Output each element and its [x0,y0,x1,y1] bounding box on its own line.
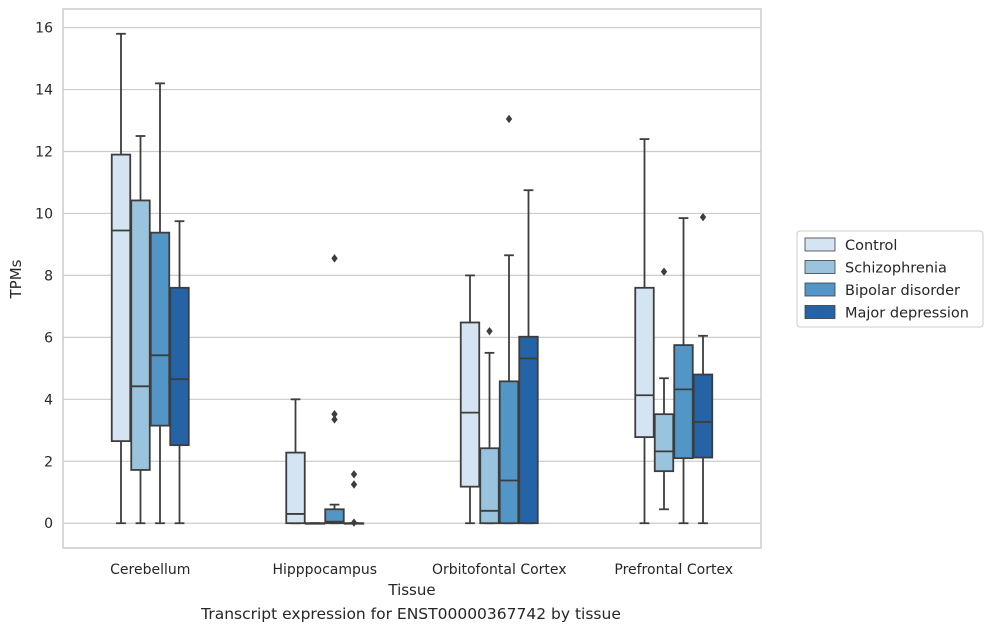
legend-label: Control [845,238,897,254]
box-group [479,326,500,525]
legend-swatch [804,260,836,274]
box-group [634,138,655,525]
box [130,199,151,471]
outlier-point [486,326,493,336]
box [634,286,655,439]
outlier-point [331,415,338,424]
y-tick-labels: 0 2 4 6 8 10 12 14 16 [35,21,53,533]
x-tick-label: Prefrontal Cortex [614,562,733,578]
box [285,451,306,525]
box [324,508,345,525]
box-group [169,220,190,525]
x-tick-labels: Cerebellum Hipppocampus Orbitofontal Corte… [110,562,733,578]
box [653,413,675,473]
box [459,321,481,488]
box-group [324,254,345,525]
legend-swatch [804,282,836,297]
box-group [459,274,481,525]
outlier-point [350,480,358,489]
box [169,286,190,447]
box-plots [110,32,714,527]
outlier-point [660,267,668,276]
box-group [285,398,306,525]
legend-label: Schizophrenia [845,261,947,277]
x-tick-label: Cerebellum [110,562,190,578]
box-group [673,217,694,525]
box [149,231,171,427]
chart-caption: Transcript expression for ENST0000036774… [201,605,621,623]
y-tick-label: 12 [35,144,53,160]
box [673,344,694,460]
box-group [110,32,132,525]
box [479,447,500,525]
y-tick-label: 10 [35,206,53,222]
outlier-point [331,254,338,263]
x-tick-label: Orbitofontal Cortex [432,562,567,578]
legend-frame [796,230,984,328]
x-tick-label: Hipppocampus [272,562,377,578]
y-tick-label: 8 [44,268,53,284]
outlier-point [350,518,358,527]
box [518,335,539,525]
box [498,380,520,525]
legend-label: Major depression [845,306,969,322]
box [110,153,132,443]
y-tick-label: 0 [44,516,53,532]
box-group [343,470,365,527]
box [692,373,714,459]
box-group [130,135,151,525]
plot-frame [62,8,762,549]
y-axis-label: TPMs [7,259,25,299]
y-tick-label: 16 [35,21,53,37]
outlier-point [350,470,358,479]
outlier-point [699,212,707,222]
box-group [498,114,520,525]
box-group [518,189,539,525]
legend: Control Schizophrenia Bipolar disorder Majo… [796,230,984,328]
outlier-point [331,409,338,419]
legend-label: Bipolar disorder [845,283,960,299]
y-tick-label: 4 [44,392,53,408]
y-tick-label: 6 [44,330,53,346]
legend-swatch [804,237,836,252]
y-tick-label: 2 [44,454,53,470]
legend-swatch [804,305,836,319]
box-group [692,212,714,525]
outlier-point [505,114,513,124]
box-group [304,522,326,525]
x-axis-label: Tissue [387,581,435,599]
box-group [149,82,171,525]
box-group [653,267,675,511]
y-tick-label: 14 [35,83,53,99]
